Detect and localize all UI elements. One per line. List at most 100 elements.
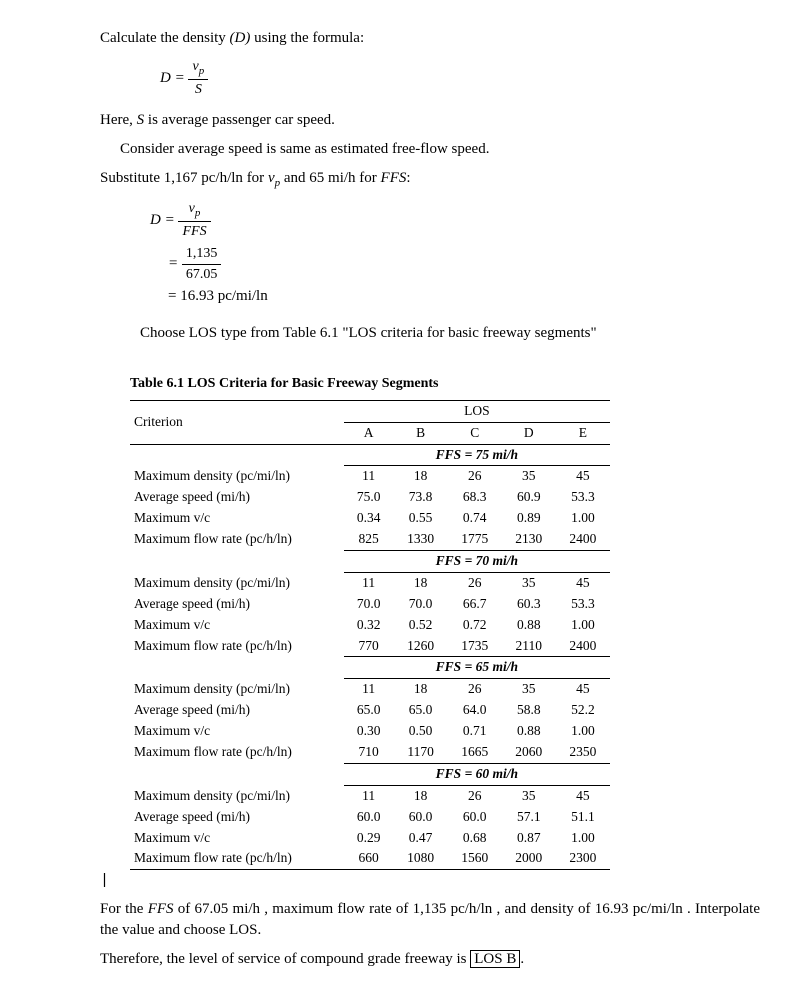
table-row: Average speed (mi/h)65.065.064.058.852.2 [130,700,610,721]
table-row: Maximum v/c0.320.520.720.881.00 [130,615,610,636]
cell: 68.3 [448,487,502,508]
cell: 35 [502,572,556,593]
cell: 1560 [448,848,502,869]
cell: 1665 [448,742,502,763]
cell: 18 [394,466,448,487]
numerator: vp [188,57,208,80]
col-e: E [556,422,610,444]
row-label: Maximum flow rate (pc/h/ln) [130,529,344,550]
table-row: Maximum density (pc/mi/ln)1118263545 [130,466,610,487]
row-label: Average speed (mi/h) [130,487,344,508]
cell: 1775 [448,529,502,550]
header-row-1: Criterion LOS [130,400,610,422]
row-label: Maximum v/c [130,615,344,636]
cell: 0.72 [448,615,502,636]
cell: 0.47 [394,828,448,849]
ffs-label: FFS = 70 mi/h [344,550,610,572]
cell: 35 [502,679,556,700]
text: Here, [100,112,137,128]
cell: 0.71 [448,721,502,742]
cell: 66.7 [448,594,502,615]
cell: 18 [394,785,448,806]
intro-line-3: Consider average speed is same as estima… [120,139,760,160]
density-symbol: (D) [230,30,251,46]
cell: 2130 [502,529,556,550]
table-row: Maximum flow rate (pc/h/ln)8251330177521… [130,529,610,550]
table-row: Maximum flow rate (pc/h/ln)7701260173521… [130,636,610,657]
cell: 2060 [502,742,556,763]
table-caption: Table 6.1 LOS Criteria for Basic Freeway… [130,374,760,394]
cell: 1080 [394,848,448,869]
text: Substitute [100,170,164,186]
cell: 45 [556,679,610,700]
row-label: Maximum v/c [130,508,344,529]
cell: 660 [344,848,394,869]
cell: 0.87 [502,828,556,849]
cell: 2000 [502,848,556,869]
cell: 0.30 [344,721,394,742]
table-row: Maximum flow rate (pc/h/ln)7101170166520… [130,742,610,763]
header-criterion: Criterion [130,400,344,444]
table-row: Average speed (mi/h)70.070.066.760.353.3 [130,594,610,615]
cell: 45 [556,785,610,806]
table-row: Maximum density (pc/mi/ln)1118263545 [130,679,610,700]
cell: 2350 [556,742,610,763]
text-cursor-icon: | [100,870,760,891]
cell: 0.34 [344,508,394,529]
cell: 0.74 [448,508,502,529]
closing-p2: Therefore, the level of service of compo… [100,949,760,970]
cell: 26 [448,466,502,487]
text: using the formula: [254,30,364,46]
cell: 60.9 [502,487,556,508]
cell: 1330 [394,529,448,550]
text: of 67.05 mi/h , maximum flow rate of 1,1… [100,901,760,938]
cell: 11 [344,679,394,700]
cell: 2400 [556,636,610,657]
cell: 60.0 [394,807,448,828]
row-label: Maximum density (pc/mi/ln) [130,785,344,806]
cell: 770 [344,636,394,657]
cell: 45 [556,572,610,593]
cell: 35 [502,785,556,806]
cell: 710 [344,742,394,763]
cell: 2110 [502,636,556,657]
cell: 73.8 [394,487,448,508]
table-row: Average speed (mi/h)60.060.060.057.151.1 [130,807,610,828]
numerator: vp [178,199,210,222]
text: Calculate the density [100,30,230,46]
val-1: 1,167 pc/h/ln [164,170,243,186]
cell: 18 [394,679,448,700]
formula-lhs: D = [160,70,185,86]
col-d: D [502,422,556,444]
cell: 11 [344,572,394,593]
text: for [359,170,380,186]
los-result-box: LOS B [470,950,520,968]
calc-row-1: D = vp FFS [150,199,760,242]
val-2: 65 mi/h [309,170,355,186]
formula-density: D = vp S [160,57,760,100]
ffs-var: FFS [148,901,174,917]
cell: 70.0 [394,594,448,615]
cell: 53.3 [556,487,610,508]
fraction: vp FFS [178,199,210,242]
text: Therefore, the level of service of compo… [100,951,470,967]
row-label: Maximum flow rate (pc/h/ln) [130,742,344,763]
cell: 2400 [556,529,610,550]
denominator: S [188,80,208,100]
header-los: LOS [344,400,610,422]
denominator: 67.05 [182,265,222,285]
col-b: B [394,422,448,444]
table-wrap: Table 6.1 LOS Criteria for Basic Freeway… [130,374,760,870]
row-label: Average speed (mi/h) [130,700,344,721]
cell: 60.0 [448,807,502,828]
text: and [284,170,309,186]
cell: 11 [344,785,394,806]
cell: 1.00 [556,508,610,529]
cell: 0.88 [502,615,556,636]
denominator: FFS [178,222,210,242]
row-label: Maximum density (pc/mi/ln) [130,572,344,593]
vp-var: v [268,170,275,186]
intro-line-4: Substitute 1,167 pc/h/ln for vp and 65 m… [100,168,760,191]
ffs-65-header: FFS = 65 mi/h [130,657,610,679]
fraction: vp S [188,57,208,100]
